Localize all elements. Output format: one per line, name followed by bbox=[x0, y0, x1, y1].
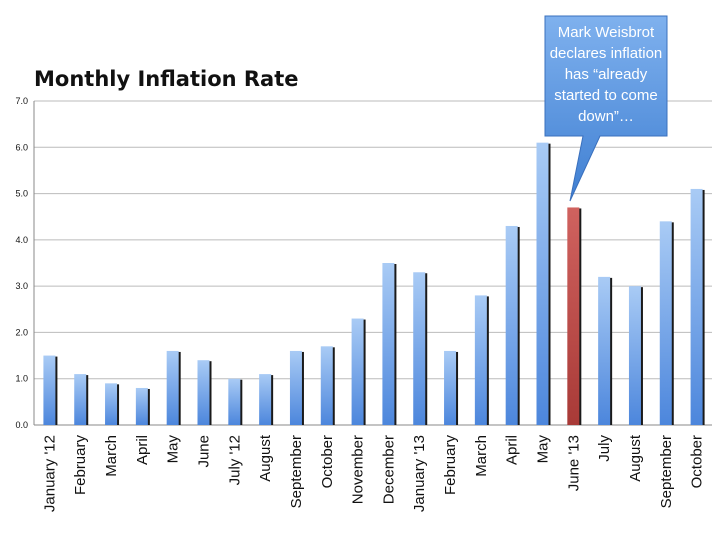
bar-group bbox=[197, 360, 212, 425]
bar-group bbox=[505, 225, 520, 425]
annotation-callout: Mark Weisbrot declares inflation has “alre… bbox=[544, 15, 668, 202]
x-tick-label: June bbox=[196, 435, 213, 468]
bar-group bbox=[567, 207, 582, 425]
bar-group bbox=[289, 350, 304, 425]
bars bbox=[43, 142, 705, 425]
y-tick-label: 6.0 bbox=[15, 142, 28, 152]
bar bbox=[43, 355, 56, 425]
x-tick-label: January '12 bbox=[41, 435, 58, 512]
y-tick-label: 5.0 bbox=[15, 189, 28, 199]
x-tick-label: January '13 bbox=[411, 435, 428, 512]
y-tick-label: 1.0 bbox=[15, 374, 28, 384]
bar bbox=[166, 350, 179, 425]
x-tick-label: February bbox=[72, 435, 89, 496]
bar-group bbox=[628, 286, 643, 425]
bar-group bbox=[413, 272, 428, 425]
y-tick-label: 7.0 bbox=[15, 96, 28, 106]
bar-group bbox=[43, 355, 58, 425]
callout-line: down”… bbox=[578, 108, 634, 125]
x-axis-ticks: January '12 February March April May June July… bbox=[41, 434, 705, 512]
x-tick-label: April bbox=[504, 435, 521, 465]
bar-highlight bbox=[567, 207, 580, 425]
bar-group bbox=[228, 378, 243, 425]
x-tick-label: July bbox=[596, 435, 613, 462]
callout-line: declares inflation bbox=[550, 45, 663, 62]
bar bbox=[413, 272, 426, 425]
bar bbox=[444, 350, 457, 425]
x-tick-label: October bbox=[689, 435, 706, 488]
bar bbox=[74, 374, 87, 425]
bar bbox=[628, 286, 641, 425]
x-tick-label: May bbox=[535, 435, 552, 464]
callout-line: Mark Weisbrot bbox=[558, 24, 655, 41]
bar-group bbox=[166, 350, 181, 425]
x-tick-label: August bbox=[627, 434, 644, 482]
bar bbox=[598, 276, 611, 425]
x-tick-label: December bbox=[380, 435, 397, 504]
y-tick-label: 2.0 bbox=[15, 327, 28, 337]
bar-group bbox=[135, 387, 150, 425]
bar bbox=[382, 263, 395, 425]
bar bbox=[289, 350, 302, 425]
x-tick-label: May bbox=[165, 435, 182, 464]
bar bbox=[259, 374, 272, 425]
bar bbox=[135, 387, 148, 425]
bar-group bbox=[474, 295, 489, 425]
bar-group bbox=[105, 383, 120, 425]
callout-box bbox=[544, 15, 668, 202]
x-tick-label: August bbox=[257, 434, 274, 482]
callout-line: has “already bbox=[565, 66, 648, 83]
bar bbox=[320, 346, 333, 425]
bar bbox=[351, 318, 364, 425]
bar-group bbox=[536, 142, 551, 425]
y-tick-label: 0.0 bbox=[15, 420, 28, 430]
bar-group bbox=[320, 346, 335, 425]
y-tick-label: 3.0 bbox=[15, 281, 28, 291]
x-tick-label: July '12 bbox=[226, 435, 243, 485]
bar bbox=[228, 378, 241, 425]
y-axis-ticks: 0.0 1.0 2.0 3.0 4.0 5.0 6.0 7.0 bbox=[15, 96, 28, 430]
bar bbox=[659, 221, 672, 425]
x-tick-label: March bbox=[473, 435, 490, 477]
x-tick-label: September bbox=[658, 435, 675, 508]
x-tick-label: June '13 bbox=[565, 435, 582, 491]
bar bbox=[474, 295, 487, 425]
bar-group bbox=[74, 374, 89, 425]
bar-group bbox=[351, 318, 366, 425]
bar bbox=[505, 225, 518, 425]
chart-title: Monthly Inflation Rate bbox=[34, 67, 299, 91]
bar-group bbox=[690, 188, 705, 425]
bar bbox=[536, 142, 549, 425]
x-tick-label: November bbox=[350, 435, 367, 504]
x-tick-label: April bbox=[134, 435, 151, 465]
x-tick-label: October bbox=[319, 435, 336, 488]
bar-group bbox=[444, 350, 459, 425]
bar bbox=[197, 360, 210, 425]
x-tick-label: September bbox=[288, 435, 305, 508]
bar-group bbox=[259, 374, 274, 425]
y-tick-label: 4.0 bbox=[15, 235, 28, 245]
bar-group bbox=[598, 276, 613, 425]
bar bbox=[105, 383, 118, 425]
callout-line: started to come bbox=[554, 87, 657, 104]
x-tick-label: March bbox=[103, 435, 120, 477]
bar bbox=[690, 188, 703, 425]
bar-group bbox=[382, 263, 397, 425]
gridlines bbox=[34, 100, 712, 380]
x-tick-label: February bbox=[442, 435, 459, 496]
bar-group bbox=[659, 221, 674, 425]
